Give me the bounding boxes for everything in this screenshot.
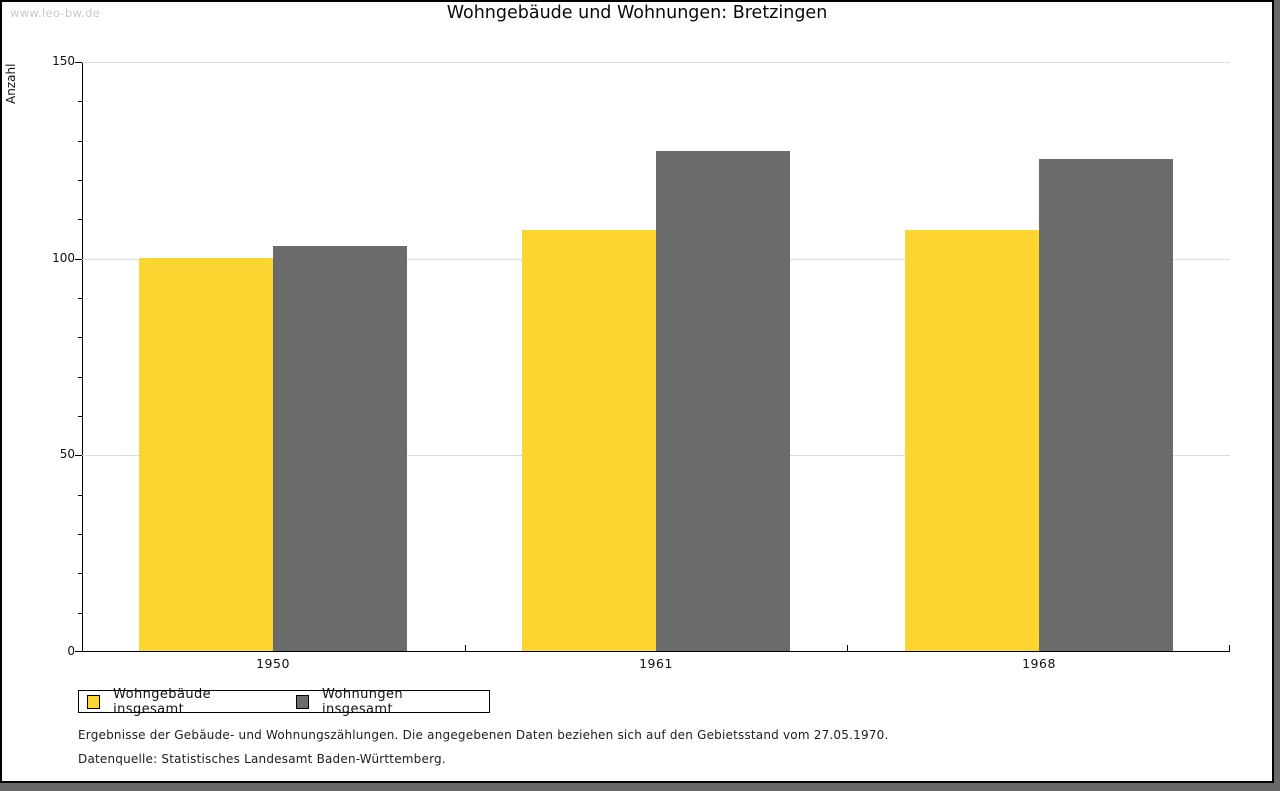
y-tick-label-100: 100	[52, 251, 75, 265]
plot-area	[82, 62, 1230, 652]
legend: Wohngebäude insgesamt Wohnungen insgesamt	[78, 687, 490, 717]
y-tick-label-50: 50	[59, 447, 75, 461]
bar-1950-wohngebaeude	[139, 258, 273, 651]
y-tick-label-150: 150	[52, 54, 75, 68]
footnote-source-note: Ergebnisse der Gebäude- und Wohnungszähl…	[78, 728, 889, 742]
bar-1968-wohngebaeude	[905, 230, 1039, 651]
x-tick-label-1950: 1950	[256, 656, 290, 671]
bar-1961-wohnungen	[656, 151, 790, 651]
bar-1961-wohngebaeude	[522, 230, 656, 651]
y-minor-tick-140	[78, 101, 82, 102]
y-minor-tick-40	[78, 495, 82, 496]
y-major-tick-100	[75, 259, 82, 260]
y-minor-tick-130	[78, 141, 82, 142]
x-tick-label-1968: 1968	[1022, 656, 1056, 671]
y-minor-tick-110	[78, 219, 82, 220]
x-boundary-tick-3	[1229, 645, 1230, 652]
y-tick-label-0: 0	[67, 644, 75, 658]
y-axis-title: Anzahl	[4, 63, 18, 104]
y-minor-tick-80	[78, 337, 82, 338]
chart-title: Wohngebäude und Wohnungen: Bretzingen	[446, 3, 828, 23]
y-minor-tick-30	[78, 534, 82, 535]
y-major-tick-150	[75, 62, 82, 63]
frame-border-top	[0, 0, 1274, 2]
y-minor-tick-120	[78, 180, 82, 181]
legend-swatch-icon	[295, 694, 309, 709]
y-major-tick-50	[75, 455, 82, 456]
legend-label: Wohnungen insgesamt	[321, 686, 404, 717]
legend-swatch-icon	[87, 694, 101, 709]
y-minor-tick-70	[78, 377, 82, 378]
frame-border-right	[1272, 0, 1274, 783]
gridline-150	[82, 62, 1230, 63]
x-boundary-tick-1	[465, 645, 466, 652]
y-minor-tick-90	[78, 298, 82, 299]
x-axis-line	[82, 651, 1230, 652]
footnote-data-source: Datenquelle: Statistisches Landesamt Bad…	[78, 752, 446, 766]
watermark-leo-bw: www.leo-bw.de	[10, 6, 101, 20]
y-minor-tick-60	[78, 416, 82, 417]
x-boundary-tick-2	[847, 645, 848, 652]
y-minor-tick-20	[78, 573, 82, 574]
bar-1950-wohnungen	[273, 246, 407, 651]
bar-1968-wohnungen	[1039, 159, 1173, 651]
y-major-tick-0	[75, 651, 82, 652]
x-tick-label-1961: 1961	[639, 656, 673, 671]
y-axis-line	[82, 62, 83, 652]
frame-border-left	[0, 0, 2, 783]
y-minor-tick-10	[78, 613, 82, 614]
legend-entry-wohnungen: Wohnungen insgesamt	[295, 686, 489, 717]
frame-border-bottom	[0, 781, 1274, 783]
legend-entry-wohngebaeude: Wohngebäude insgesamt	[87, 687, 296, 717]
legend-label: Wohngebäude insgesamt	[113, 686, 212, 717]
